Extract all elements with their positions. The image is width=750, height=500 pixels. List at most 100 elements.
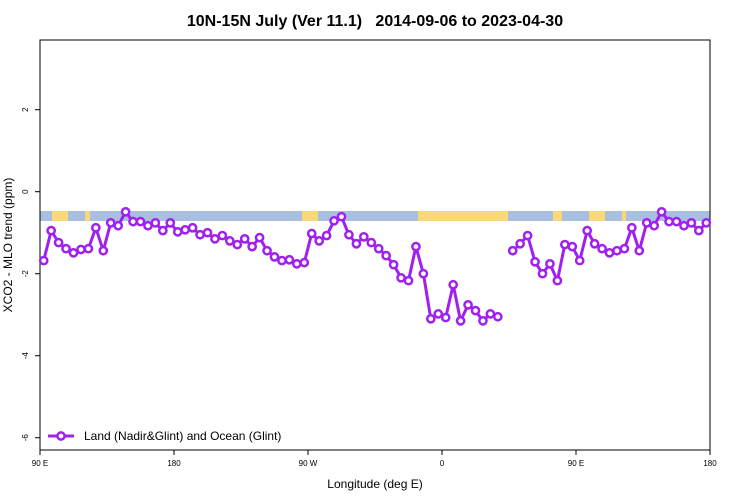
y-tick-label: -6 bbox=[21, 434, 30, 442]
data-point bbox=[172, 227, 183, 237]
data-point bbox=[545, 259, 555, 269]
data-point bbox=[135, 216, 146, 227]
land-patch bbox=[553, 211, 562, 221]
data-point bbox=[195, 229, 205, 240]
data-point bbox=[641, 218, 652, 228]
legend-label: Land (Nadir&Glint) and Ocean (Glint) bbox=[84, 429, 281, 443]
data-point bbox=[411, 241, 421, 252]
x-tick-label: 180 bbox=[167, 459, 181, 468]
land-patch bbox=[52, 211, 68, 221]
data-point bbox=[664, 216, 674, 227]
data-point bbox=[470, 305, 481, 316]
data-point bbox=[686, 218, 697, 228]
plot-frame bbox=[39, 39, 711, 451]
data-point bbox=[38, 255, 49, 266]
data-point bbox=[388, 259, 399, 270]
data-point bbox=[239, 234, 250, 244]
y-tick-label: -2 bbox=[21, 270, 30, 278]
data-point bbox=[247, 241, 258, 252]
data-point bbox=[358, 231, 369, 242]
data-point bbox=[619, 243, 630, 254]
data-point bbox=[507, 245, 518, 256]
land-ocean-strip bbox=[40, 211, 710, 221]
data-point bbox=[373, 243, 384, 254]
data-point bbox=[165, 218, 176, 228]
data-point bbox=[53, 237, 64, 248]
data-point bbox=[202, 227, 213, 238]
data-point bbox=[128, 216, 138, 227]
x-tick-label: 180 bbox=[703, 459, 717, 468]
data-point bbox=[634, 245, 645, 256]
land-patch bbox=[85, 211, 90, 221]
land-patch bbox=[589, 211, 605, 221]
x-tick-label: 90 E bbox=[32, 459, 48, 468]
data-point bbox=[180, 224, 191, 235]
y-tick-label: 0 bbox=[21, 189, 30, 194]
data-point bbox=[679, 220, 689, 231]
data-point bbox=[277, 255, 287, 266]
land-patch bbox=[622, 211, 626, 221]
data-point bbox=[589, 238, 600, 249]
data-point bbox=[336, 211, 347, 222]
data-point bbox=[187, 222, 198, 233]
data-point bbox=[61, 243, 71, 254]
data-point bbox=[530, 256, 540, 267]
y-tick-label: 2 bbox=[21, 107, 30, 112]
data-point bbox=[90, 222, 101, 233]
data-point bbox=[291, 259, 302, 269]
data-point bbox=[254, 232, 265, 243]
data-point bbox=[314, 236, 325, 246]
chart-title: 10N-15N July (Ver 11.1) 2014-09-06 to 20… bbox=[187, 13, 563, 30]
data-point bbox=[306, 228, 317, 239]
data-point bbox=[217, 230, 228, 241]
data-point bbox=[455, 316, 466, 326]
data-point bbox=[381, 250, 392, 261]
data-point bbox=[83, 243, 94, 254]
data-point bbox=[262, 245, 272, 256]
data-point bbox=[604, 247, 615, 258]
data-point bbox=[210, 234, 220, 244]
data-point bbox=[559, 239, 570, 250]
data-point bbox=[120, 206, 131, 217]
land-patch bbox=[418, 211, 508, 221]
data-point bbox=[552, 275, 563, 286]
data-point bbox=[537, 268, 548, 279]
data-point bbox=[321, 230, 332, 241]
data-point bbox=[612, 245, 622, 256]
data-point bbox=[76, 244, 86, 255]
x-tick-label: 90 E bbox=[568, 459, 584, 468]
x-axis-label: Longitude (deg E) bbox=[327, 477, 422, 491]
data-point bbox=[701, 218, 712, 228]
data-point bbox=[284, 254, 295, 265]
data-point bbox=[68, 247, 79, 258]
data-point bbox=[351, 238, 362, 249]
y-tick-label: -4 bbox=[21, 352, 30, 360]
data-point bbox=[46, 225, 57, 236]
data-point bbox=[269, 252, 280, 262]
legend-marker bbox=[56, 431, 66, 441]
data-point bbox=[597, 243, 607, 254]
data-point bbox=[574, 255, 585, 266]
data-point bbox=[418, 268, 429, 279]
data-point bbox=[440, 312, 451, 323]
data-point bbox=[150, 218, 161, 228]
data-point bbox=[98, 245, 109, 256]
data-point bbox=[463, 300, 473, 310]
data-point bbox=[515, 238, 526, 249]
data-point bbox=[649, 220, 660, 231]
data-point bbox=[105, 218, 116, 228]
data-point bbox=[656, 206, 667, 217]
data-point bbox=[113, 220, 124, 231]
data-point bbox=[232, 239, 243, 250]
x-tick-label: 0 bbox=[440, 459, 445, 468]
x-tick-label: 90 W bbox=[299, 459, 318, 468]
land-patch bbox=[302, 211, 318, 221]
data-point bbox=[224, 236, 235, 246]
series-line bbox=[42, 210, 708, 323]
data-point bbox=[693, 225, 704, 236]
data-point bbox=[478, 316, 488, 326]
data-point bbox=[366, 237, 377, 248]
data-point bbox=[626, 222, 637, 233]
data-point bbox=[329, 215, 339, 226]
